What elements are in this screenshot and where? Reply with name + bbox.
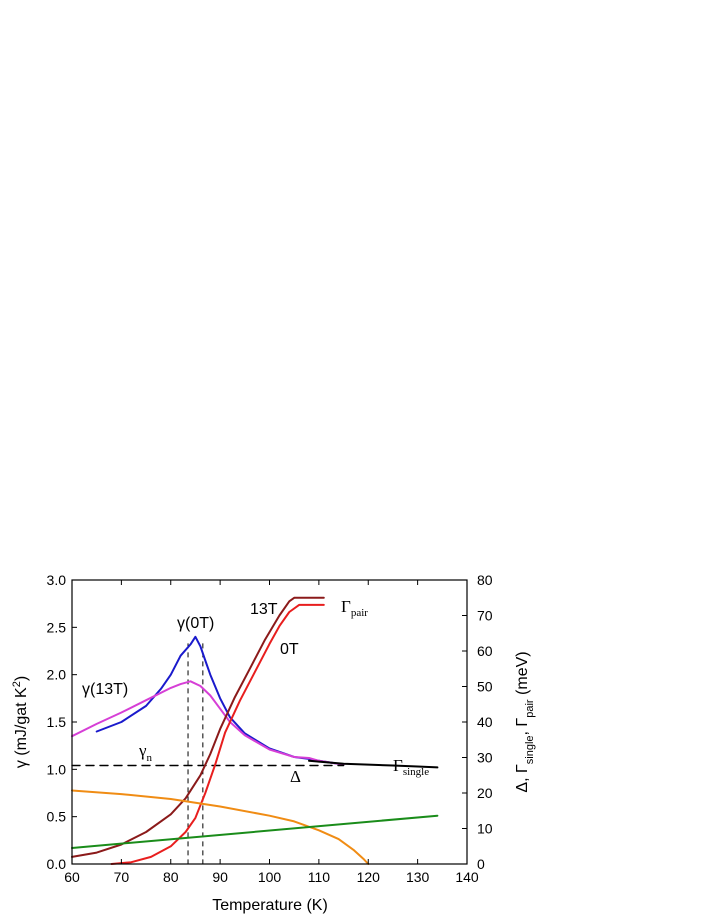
x-tick-label: 60 [64, 869, 80, 885]
y-right-tick-label: 10 [477, 821, 493, 837]
x-tick-label: 80 [163, 869, 179, 885]
y-left-tick-label: 0.0 [47, 856, 67, 872]
x-tick-label: 140 [455, 869, 479, 885]
x-tick-label: 110 [308, 869, 331, 885]
y-right-tick-label: 60 [477, 643, 493, 659]
x-tick-label: 130 [406, 869, 430, 885]
plot-frame [71, 579, 468, 865]
series-gamma-pair-13t [71, 596, 325, 858]
y-right-axis-title: Δ, Γsingle, Γpair (meV) [514, 651, 536, 792]
y-left-tick-label: 0.5 [47, 809, 67, 825]
label-gamma-pair: Γpair [341, 597, 368, 619]
series-gamma-single [71, 814, 439, 849]
y-right-tick-label: 40 [477, 714, 493, 730]
y-left-axis-title: γ (mJ/gat K2) [11, 676, 30, 768]
y-left-tick-label: 2.5 [47, 619, 67, 635]
y-right-tick-label: 50 [477, 679, 493, 695]
label-gamma-single: Γsingle [393, 756, 429, 778]
series-layer [71, 596, 439, 865]
x-tick-label: 90 [212, 869, 228, 885]
label-gamma-0T: γ(0T) [177, 615, 214, 632]
y-right-tick-label: 30 [477, 750, 493, 766]
series-delta [71, 789, 370, 865]
series-gamma-pair-0t [110, 603, 325, 865]
y-right-tick-label: 20 [477, 785, 493, 801]
series-high-t-tail [308, 759, 439, 769]
y-right-tick-label: 0 [477, 856, 485, 872]
label-delta: Δ [290, 767, 301, 786]
x-tick-label: 100 [258, 869, 282, 885]
y-left-tick-label: 1.0 [47, 761, 67, 777]
x-axis-title: Temperature (K) [212, 897, 328, 914]
y-left-tick-label: 3.0 [47, 572, 67, 588]
y-left-tick-label: 1.5 [47, 714, 67, 730]
series-gamma-13t [71, 680, 345, 766]
axis-layer: 60 70 80 90 100 110 120 130 1400.00.51.01.52.02.… [47, 572, 493, 885]
y-right-tick-label: 70 [477, 608, 493, 624]
label-gamma-n: γn [138, 741, 153, 764]
label-0T: 0T [280, 641, 299, 658]
y-left-tick-label: 2.0 [47, 667, 67, 683]
x-tick-label: 70 [114, 869, 130, 885]
x-tick-label: 120 [357, 869, 381, 885]
label-gamma-13T: γ(13T) [82, 681, 128, 698]
y-right-tick-label: 80 [477, 572, 493, 588]
label-13T: 13T [250, 601, 278, 618]
